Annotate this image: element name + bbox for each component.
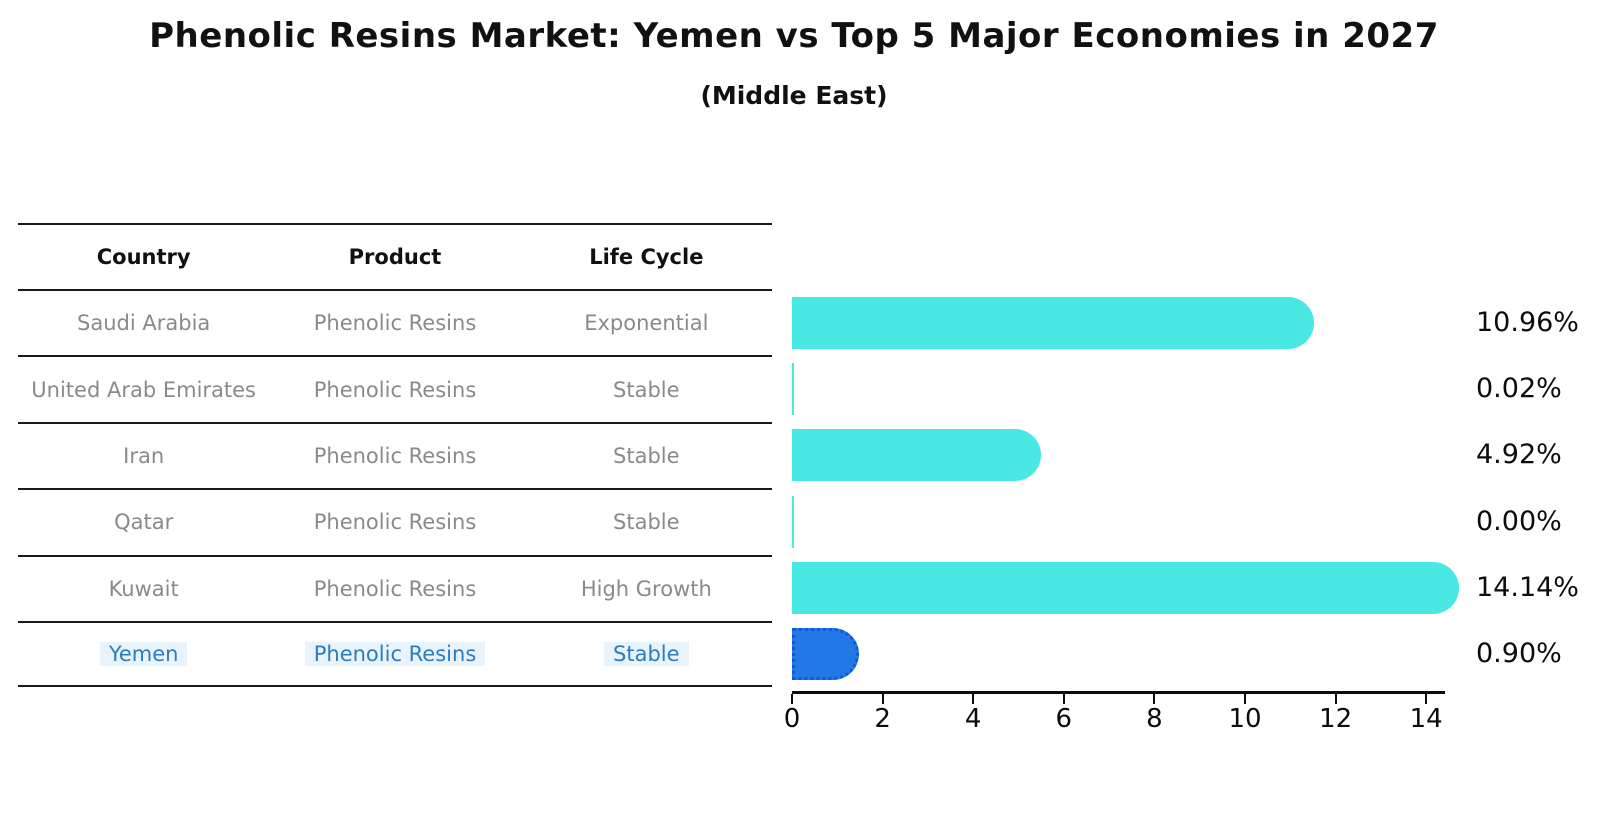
cell-text: Phenolic Resins (313, 443, 477, 468)
cell-text: Phenolic Resins (304, 642, 486, 667)
country-cell: Iran (18, 444, 269, 468)
product-cell: Phenolic Resins (269, 444, 520, 468)
country-cell: Saudi Arabia (18, 311, 269, 335)
value-label: 4.92% (1476, 439, 1562, 471)
product-cell: Phenolic Resins (269, 378, 520, 402)
cell-text: Phenolic Resins (313, 576, 477, 601)
page-title: Phenolic Resins Market: Yemen vs Top 5 M… (149, 16, 1439, 56)
bar-highlight (792, 628, 859, 681)
table-row: Kuwait Phenolic Resins High Growth (18, 554, 772, 621)
x-axis-tick-label: 12 (1319, 704, 1353, 734)
value-label: 0.90% (1476, 638, 1562, 670)
bar (792, 561, 1459, 614)
cell-text: Phenolic Resins (313, 311, 477, 336)
x-axis-tick (881, 694, 884, 704)
life-cycle-cell: Stable (521, 378, 772, 402)
cell-text: Exponential (584, 311, 709, 336)
x-axis-tick (1425, 694, 1428, 704)
table-row: Yemen Phenolic Resins Stable (18, 620, 772, 688)
bar (792, 362, 794, 415)
country-cell: Kuwait (18, 577, 269, 601)
life-cycle-cell: Stable (521, 444, 772, 468)
life-cycle-cell: High Growth (521, 577, 772, 601)
table-body: Saudi Arabia Phenolic Resins Exponential Un… (18, 289, 772, 688)
x-axis-tick-label: 10 (1228, 704, 1262, 734)
x-axis-tick (1153, 694, 1156, 704)
cell-text: Stable (613, 443, 680, 468)
cell-text: Saudi Arabia (77, 311, 211, 336)
value-label: 10.96% (1476, 306, 1579, 338)
table-header-row: Country Product Life Cycle (18, 223, 772, 289)
cell-text: Yemen (99, 642, 188, 667)
country-cell: Yemen (18, 642, 269, 667)
x-axis-tick-label: 14 (1409, 704, 1443, 734)
cell-text: Iran (123, 443, 165, 468)
cell-text: Kuwait (108, 576, 179, 601)
cell-text: Phenolic Resins (313, 510, 477, 535)
x-axis-tick-label: 8 (1146, 704, 1163, 734)
country-cell: Qatar (18, 510, 269, 534)
x-axis-tick (791, 694, 793, 704)
value-label: 0.00% (1476, 505, 1562, 537)
cell-text: High Growth (580, 576, 712, 601)
life-cycle-cell: Exponential (521, 311, 772, 335)
x-axis-tick (1334, 694, 1337, 704)
value-label: 14.14% (1476, 571, 1579, 603)
bar (792, 495, 794, 548)
cell-text: Qatar (114, 510, 174, 535)
x-axis-tick (972, 694, 975, 704)
country-table: Country Product Life Cycle Saudi Arabia P… (18, 223, 772, 688)
x-axis-tick-label: 2 (874, 704, 891, 734)
column-header-life-cycle: Life Cycle (521, 245, 772, 269)
value-label: 0.02% (1476, 372, 1562, 404)
column-header-country: Country (18, 245, 269, 269)
page-subtitle: (Middle East) (700, 81, 888, 110)
cell-text: Phenolic Resins (313, 377, 477, 402)
country-cell: United Arab Emirates (18, 378, 269, 402)
column-header-product: Product (269, 245, 520, 269)
life-cycle-cell: Stable (521, 642, 772, 667)
x-axis-tick-label: 0 (783, 704, 801, 734)
table-row: United Arab Emirates Phenolic Resins Stabl… (18, 355, 772, 421)
table-row: Iran Phenolic Resins Stable (18, 421, 772, 488)
table-row: Qatar Phenolic Resins Stable (18, 488, 772, 554)
x-axis-tick (1062, 694, 1065, 704)
x-axis-tick-label: 6 (1055, 704, 1073, 734)
product-cell: Phenolic Resins (269, 311, 520, 335)
cell-text: Stable (604, 642, 689, 667)
x-axis-tick-label: 4 (964, 704, 982, 734)
life-cycle-cell: Stable (521, 510, 772, 534)
product-cell: Phenolic Resins (269, 642, 520, 667)
product-cell: Phenolic Resins (269, 510, 520, 534)
cell-text: Stable (613, 377, 680, 402)
x-axis-tick (1244, 694, 1246, 704)
bar (792, 429, 1041, 482)
cell-text: Stable (613, 510, 680, 535)
header-text: Life Cycle (589, 245, 704, 269)
cell-text: United Arab Emirates (31, 377, 257, 402)
header-text: Country (96, 245, 191, 269)
header-text: Product (348, 245, 442, 269)
x-axis-line (792, 691, 1445, 694)
table-row: Saudi Arabia Phenolic Resins Exponential (18, 289, 772, 355)
bar (792, 296, 1315, 349)
product-cell: Phenolic Resins (269, 577, 520, 601)
